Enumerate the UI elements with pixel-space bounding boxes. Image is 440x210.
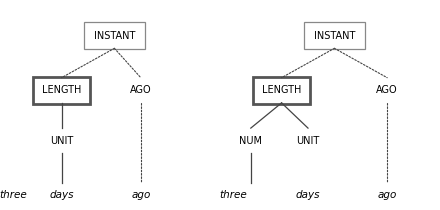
- Text: LENGTH: LENGTH: [262, 85, 301, 95]
- Text: UNIT: UNIT: [50, 136, 73, 146]
- FancyBboxPatch shape: [304, 22, 365, 49]
- Text: AGO: AGO: [130, 85, 152, 95]
- Text: three: three: [219, 190, 247, 200]
- Text: INSTANT: INSTANT: [314, 31, 355, 41]
- Text: ago: ago: [378, 190, 397, 200]
- Text: days: days: [49, 190, 74, 200]
- Text: ago: ago: [131, 190, 150, 200]
- FancyBboxPatch shape: [84, 22, 145, 49]
- Text: AGO: AGO: [376, 85, 398, 95]
- Text: three: three: [0, 190, 27, 200]
- Text: INSTANT: INSTANT: [94, 31, 135, 41]
- Text: UNIT: UNIT: [297, 136, 319, 146]
- Text: days: days: [296, 190, 320, 200]
- FancyBboxPatch shape: [253, 77, 310, 104]
- FancyBboxPatch shape: [33, 77, 90, 104]
- Text: NUM: NUM: [239, 136, 262, 146]
- Text: LENGTH: LENGTH: [42, 85, 81, 95]
